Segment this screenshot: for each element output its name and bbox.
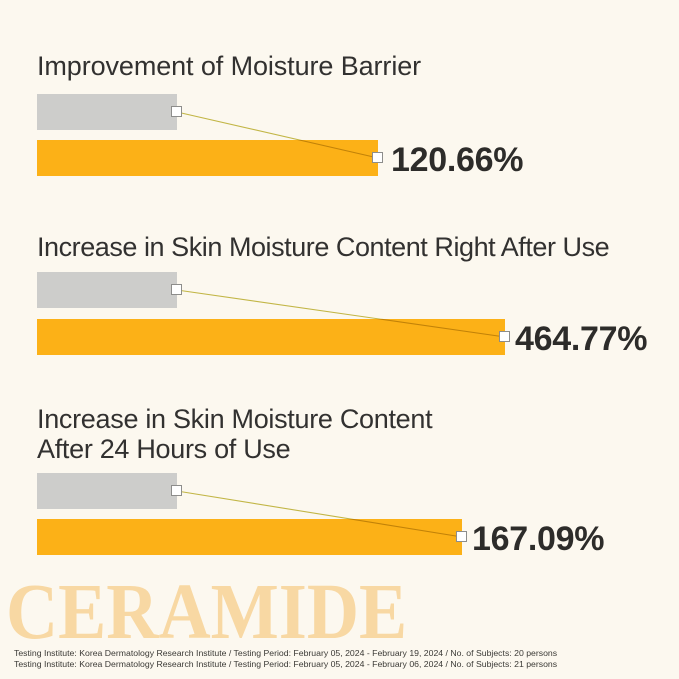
bar-endpoint-marker: [171, 106, 182, 117]
bar-after: [37, 140, 378, 176]
ceramide-watermark: CERAMIDE: [6, 569, 408, 656]
bar-before: [37, 94, 177, 130]
bar-endpoint-marker: [499, 331, 510, 342]
footnote-line: Testing Institute: Korea Dermatology Res…: [14, 648, 558, 658]
bar-endpoint-marker: [171, 284, 182, 295]
section-title: Increase in Skin Moisture Content Right …: [37, 232, 610, 262]
bar-before: [37, 473, 177, 509]
value-label: 167.09%: [472, 520, 605, 558]
value-label: 120.66%: [391, 141, 524, 179]
footnote-line: Testing Institute: Korea Dermatology Res…: [14, 658, 558, 669]
bar-after: [37, 319, 505, 355]
bar-before: [37, 272, 177, 308]
value-label: 464.77%: [515, 320, 648, 358]
bar-endpoint-marker: [456, 531, 467, 542]
bar-after: [37, 519, 462, 555]
bar-endpoint-marker: [372, 152, 383, 163]
bar-endpoint-marker: [171, 485, 182, 496]
section-title: Increase in Skin Moisture Content After …: [37, 404, 433, 464]
footnotes: Testing Institute: Korea Dermatology Res…: [14, 648, 557, 669]
section-title: Improvement of Moisture Barrier: [37, 51, 422, 81]
